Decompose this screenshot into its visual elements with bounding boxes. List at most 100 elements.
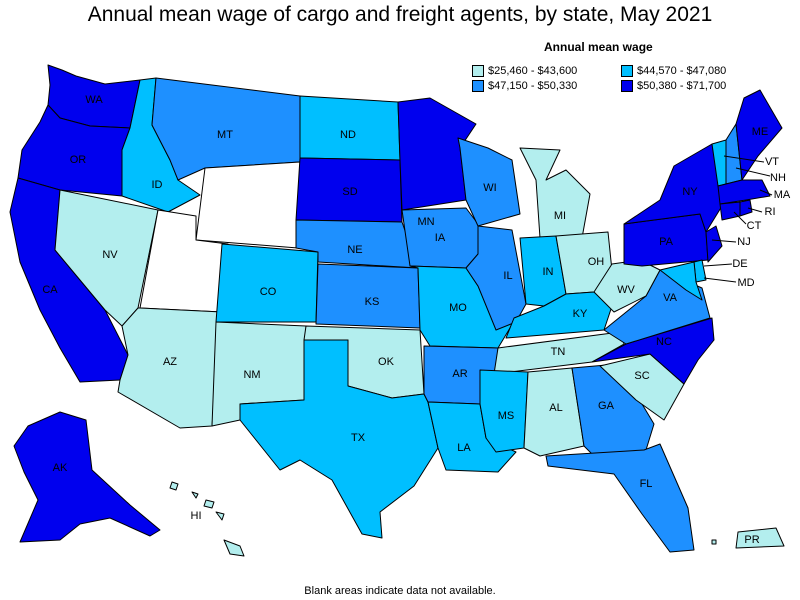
state-label-hi: HI [191, 510, 202, 522]
legend-label-3: $47,150 - $50,330 [488, 80, 578, 92]
state-label-ma: MA [774, 189, 791, 201]
leader-line-nj [711, 239, 737, 243]
state-nj [705, 225, 723, 263]
state-label-ri: RI [765, 206, 776, 218]
state-hi-part-3 [203, 499, 215, 509]
state-label-ny: NY [682, 186, 698, 198]
state-label-co: CO [260, 286, 277, 298]
state-hi-part-1 [169, 481, 179, 491]
state-label-sd: SD [342, 186, 357, 198]
legend-item-3: $47,150 - $50,330 [472, 80, 577, 92]
state-label-wv: WV [617, 284, 635, 296]
state-label-pr: PR [744, 534, 759, 546]
state-label-mn: MN [417, 216, 434, 228]
state-label-ak: AK [53, 462, 68, 474]
state-label-ar: AR [452, 368, 467, 380]
leader-line-ri [747, 207, 763, 213]
state-label-in: IN [543, 266, 554, 278]
state-label-wi: WI [483, 182, 496, 194]
label-leader-lines [703, 155, 773, 283]
state-hi-part-2 [191, 491, 199, 499]
legend-item-4: $50,380 - $71,700 [621, 80, 726, 92]
legend-swatch-1 [472, 65, 484, 77]
state-label-fl: FL [640, 478, 653, 490]
state-ri [739, 199, 753, 217]
state-label-tn: TN [551, 346, 566, 358]
legend-label-4: $50,380 - $71,700 [637, 80, 727, 92]
state-fl [545, 443, 695, 553]
state-label-wa: WA [85, 94, 103, 106]
map-title: Annual mean wage of cargo and freight ag… [87, 3, 713, 26]
state-label-ok: OK [378, 356, 395, 368]
state-co [215, 243, 319, 323]
state-pr [735, 527, 785, 549]
state-pr-part-1 [711, 539, 717, 545]
state-label-tx: TX [351, 432, 366, 444]
state-label-la: LA [457, 442, 471, 454]
state-mi [519, 147, 591, 239]
state-label-nd: ND [340, 129, 356, 141]
state-label-vt: VT [765, 156, 779, 168]
legend-title: Annual mean wage [544, 40, 653, 54]
state-label-md: MD [737, 277, 754, 289]
leader-line-md [703, 277, 737, 283]
state-label-nv: NV [102, 249, 118, 261]
state-label-ca: CA [42, 284, 58, 296]
legend-swatch-4 [621, 80, 633, 92]
state-label-ky: KY [573, 308, 588, 320]
state-ma [717, 179, 771, 205]
state-label-de: DE [732, 258, 747, 270]
leader-line-nh [735, 167, 771, 177]
state-label-mi: MI [554, 210, 566, 222]
legend-swatch-2 [621, 65, 633, 77]
state-label-id: ID [152, 179, 163, 191]
legend-item-2: $44,570 - $47,080 [621, 65, 726, 77]
state-ct [719, 201, 741, 221]
state-label-ga: GA [598, 400, 615, 412]
state-label-il: IL [503, 270, 512, 282]
state-label-ia: IA [435, 232, 446, 244]
state-label-al: AL [549, 402, 562, 414]
state-md [659, 261, 703, 301]
state-label-mt: MT [217, 129, 233, 141]
state-label-ne: NE [347, 244, 362, 256]
state-wi [457, 137, 521, 227]
state-label-ms: MS [498, 410, 515, 422]
state-label-nj: NJ [737, 236, 750, 248]
state-label-mo: MO [449, 302, 467, 314]
state-hi [223, 539, 245, 557]
leader-line-de [703, 263, 733, 267]
state-ne [295, 219, 419, 269]
leader-line-vt [723, 155, 765, 163]
state-label-nh: NH [770, 172, 786, 184]
state-label-oh: OH [588, 256, 605, 268]
state-label-nc: NC [656, 336, 672, 348]
state-az [117, 307, 223, 429]
state-il [465, 225, 527, 331]
legend-label-2: $44,570 - $47,080 [637, 65, 727, 77]
state-tx [239, 339, 439, 539]
state-label-me: ME [752, 126, 769, 138]
state-label-ct: CT [747, 220, 762, 232]
legend-label-1: $25,460 - $43,600 [488, 65, 578, 77]
legend-swatch-3 [472, 80, 484, 92]
state-al [523, 367, 585, 457]
state-label-or: OR [70, 154, 87, 166]
state-ak [13, 411, 161, 543]
state-label-pa: PA [659, 236, 674, 248]
state-sc [599, 353, 685, 421]
leader-line-ct [733, 211, 747, 225]
state-label-nm: NM [243, 369, 260, 381]
state-label-ks: KS [365, 296, 380, 308]
footnote: Blank areas indicate data not available. [304, 585, 496, 597]
state-shapes [9, 64, 785, 557]
leader-line-ma [759, 189, 773, 196]
state-hi-part-4 [215, 511, 225, 521]
state-label-az: AZ [163, 356, 177, 368]
state-label-va: VA [663, 292, 678, 304]
state-label-sc: SC [634, 370, 649, 382]
legend-item-1: $25,460 - $43,600 [472, 65, 577, 77]
state-wy [195, 161, 301, 249]
